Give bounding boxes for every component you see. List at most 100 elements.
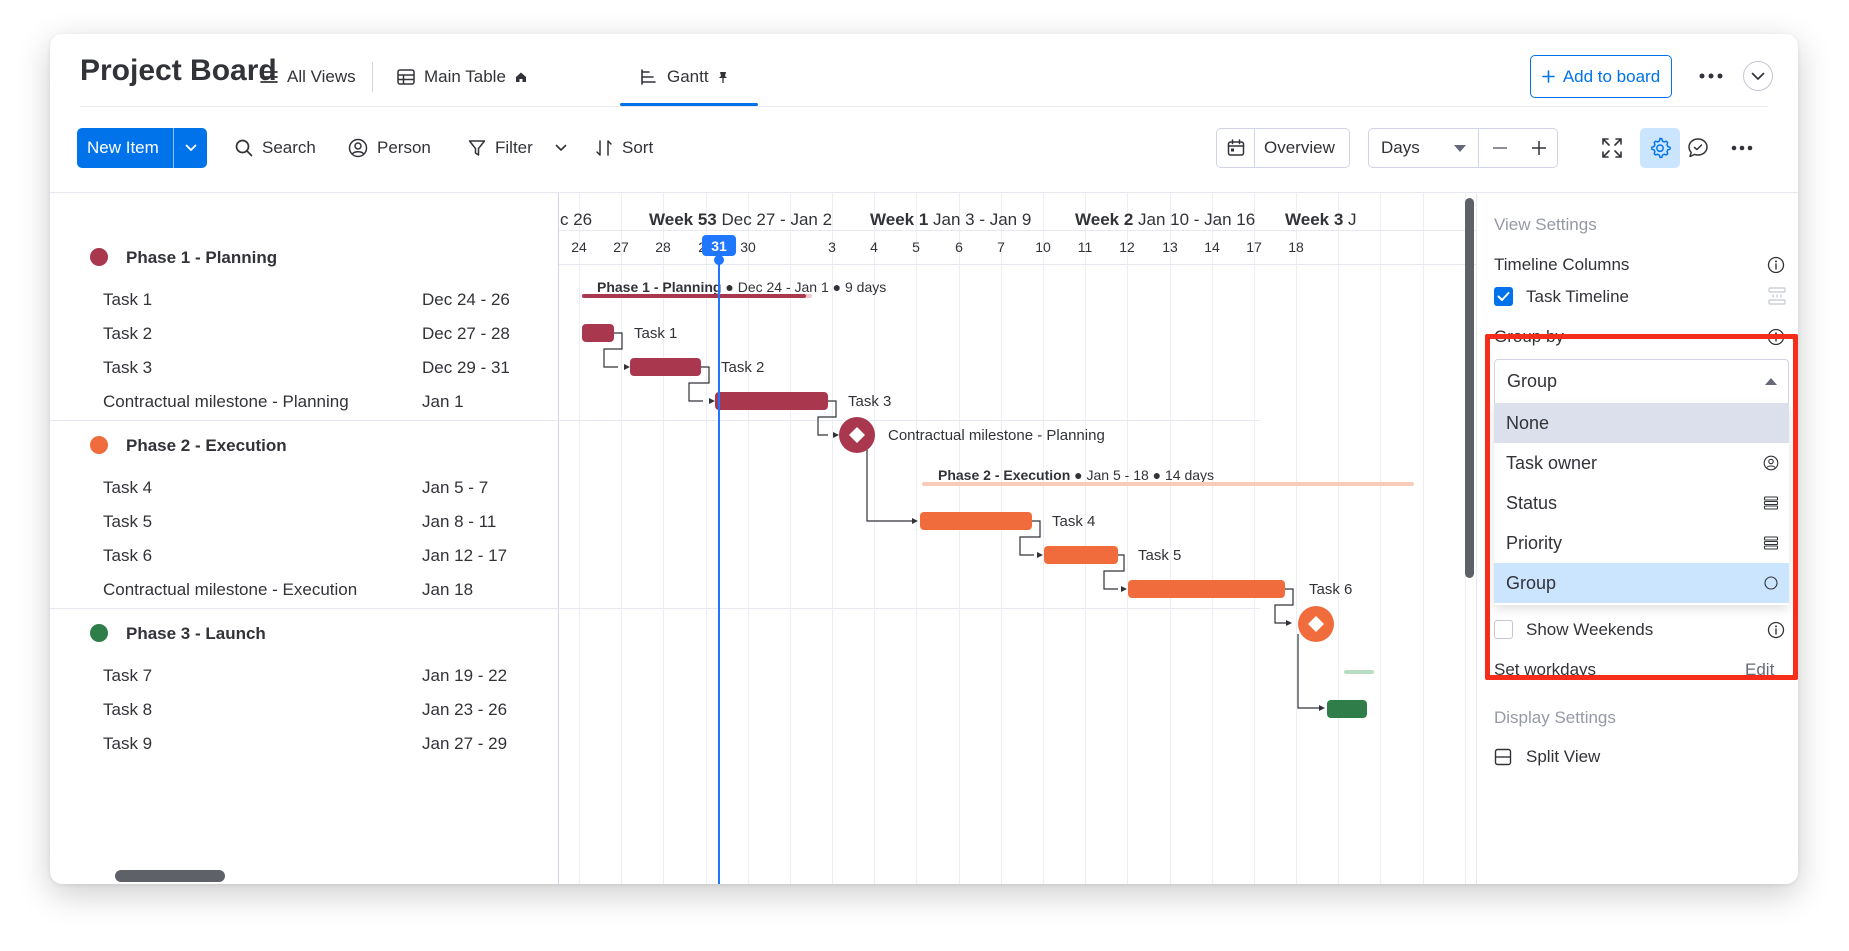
zoom-out-button[interactable] <box>1480 129 1519 167</box>
group-summary-track <box>1344 670 1374 674</box>
task-name[interactable]: Contractual milestone - Planning <box>103 392 349 411</box>
task-name[interactable]: Task 6 <box>103 546 153 565</box>
group-summary-label: Phase 1 - Planning ● Dec 24 - Jan 1 ● 9 … <box>597 279 887 295</box>
filter-icon <box>468 139 486 157</box>
day-label: 3 <box>828 239 836 255</box>
day-label: 4 <box>870 239 878 255</box>
gantt-bar-task-5[interactable] <box>1044 546 1118 564</box>
grid-line <box>621 193 622 884</box>
settings-button[interactable] <box>1640 128 1680 168</box>
zoom-in-button[interactable] <box>1519 129 1558 167</box>
new-item-dropdown-icon[interactable] <box>173 128 207 168</box>
task-name[interactable]: Task 7 <box>103 666 153 685</box>
tab-main-table[interactable]: Main Table <box>397 62 527 92</box>
home-icon <box>515 71 527 83</box>
task-date: Jan 5 - 7 <box>422 478 489 497</box>
group-by-option-none[interactable]: None <box>1494 403 1789 443</box>
task-name[interactable]: Task 9 <box>103 734 153 753</box>
gantt-bar-task-2[interactable] <box>630 358 701 376</box>
main-table-label: Main Table <box>424 67 506 86</box>
task-timeline-checkbox[interactable] <box>1494 287 1513 306</box>
grid-line <box>706 193 707 884</box>
toolbar-divider-line <box>50 192 1798 193</box>
collapse-header-button[interactable] <box>1743 61 1773 91</box>
all-views-button[interactable]: All Views <box>260 62 356 92</box>
group-by-select[interactable]: Group <box>1494 359 1789 404</box>
filter-dropdown-icon[interactable] <box>555 144 567 152</box>
gantt-bar-task-4[interactable] <box>920 512 1032 530</box>
search-label: Search <box>262 138 316 157</box>
show-weekends-checkbox[interactable] <box>1494 620 1513 639</box>
group-summary-bar <box>582 294 806 298</box>
plus-icon <box>1542 70 1555 83</box>
grid-line <box>790 193 791 884</box>
add-to-board-button[interactable]: Add to board <box>1530 55 1672 98</box>
group-by-option-task-owner[interactable]: Task owner <box>1494 443 1789 483</box>
list-icon <box>1763 535 1779 551</box>
info-icon[interactable] <box>1767 621 1785 639</box>
new-item-button[interactable]: New Item <box>77 128 207 168</box>
group-by-options-list: None Task owner Status Priority <box>1494 403 1789 605</box>
person-filter-button[interactable]: Person <box>348 132 431 164</box>
chat-icon[interactable] <box>1687 137 1709 159</box>
group-color-dot <box>90 248 108 266</box>
all-views-label: All Views <box>287 67 356 86</box>
view-settings-heading: View Settings <box>1494 215 1597 234</box>
more-options-icon[interactable] <box>1698 66 1724 86</box>
gantt-bar-task-6[interactable] <box>1128 580 1285 598</box>
grid-line <box>874 193 875 884</box>
list-icon <box>1763 495 1779 511</box>
edit-workdays-link[interactable]: Edit <box>1745 660 1775 679</box>
split-view-label[interactable]: Split View <box>1526 747 1601 766</box>
gantt-bar-task-3[interactable] <box>715 392 828 410</box>
fullscreen-icon[interactable] <box>1601 137 1623 159</box>
day-label: 27 <box>613 239 629 255</box>
group-separator <box>50 608 1260 609</box>
day-label: 14 <box>1204 239 1220 255</box>
task-name[interactable]: Task 8 <box>103 700 153 719</box>
task-name[interactable]: Task 5 <box>103 512 153 531</box>
table-timeline-divider <box>558 193 559 884</box>
info-icon[interactable] <box>1767 256 1785 274</box>
milestone-planning[interactable] <box>839 417 875 453</box>
vertical-scrollbar[interactable] <box>1465 198 1474 578</box>
overview-button[interactable]: Overview <box>1216 128 1350 168</box>
group-by-option-group[interactable]: Group <box>1494 563 1789 603</box>
task-name[interactable]: Task 3 <box>103 358 153 377</box>
group-by-option-status[interactable]: Status <box>1494 483 1789 523</box>
bar-label: Task 5 <box>1138 547 1182 564</box>
header-divider-line <box>80 106 1768 107</box>
search-button[interactable]: Search <box>235 132 316 164</box>
milestone-execution[interactable] <box>1298 606 1334 642</box>
group-by-option-priority[interactable]: Priority <box>1494 523 1789 563</box>
page-title: Project Board <box>80 54 277 87</box>
task-name[interactable]: Task 4 <box>103 478 153 497</box>
toolbar-more-icon[interactable] <box>1730 138 1754 158</box>
gantt-bar-task-1[interactable] <box>582 324 614 342</box>
group-title-phase-3[interactable]: Phase 3 - Launch <box>126 624 266 643</box>
grid-line <box>1001 193 1002 884</box>
gantt-bar-task-7[interactable] <box>1327 700 1367 718</box>
grid-line <box>663 193 664 884</box>
group-title-phase-1[interactable]: Phase 1 - Planning <box>126 248 278 267</box>
week-day-divider <box>559 230 1476 231</box>
grid-line <box>1212 193 1213 884</box>
tab-gantt[interactable]: Gantt <box>640 62 728 92</box>
header-divider <box>372 62 373 92</box>
task-name[interactable]: Contractual milestone - Execution <box>103 580 358 599</box>
grid-line <box>1338 193 1339 884</box>
drag-handle-icon[interactable] <box>1767 286 1787 306</box>
bar-label: Contractual milestone - Planning <box>888 427 1105 444</box>
task-name[interactable]: Task 1 <box>103 290 153 309</box>
bar-label: Task 6 <box>1309 581 1353 598</box>
task-date: Dec 29 - 31 <box>422 358 510 377</box>
today-marker: 31 <box>702 235 736 256</box>
filter-button[interactable]: Filter <box>468 132 533 164</box>
gantt-icon <box>640 68 658 86</box>
sort-button[interactable]: Sort <box>595 132 653 164</box>
group-title-phase-2[interactable]: Phase 2 - Execution <box>126 436 287 455</box>
scale-select[interactable]: Days <box>1369 129 1479 167</box>
horizontal-scrollbar[interactable] <box>115 870 225 882</box>
task-name[interactable]: Task 2 <box>103 324 153 343</box>
day-label: 28 <box>655 239 671 255</box>
